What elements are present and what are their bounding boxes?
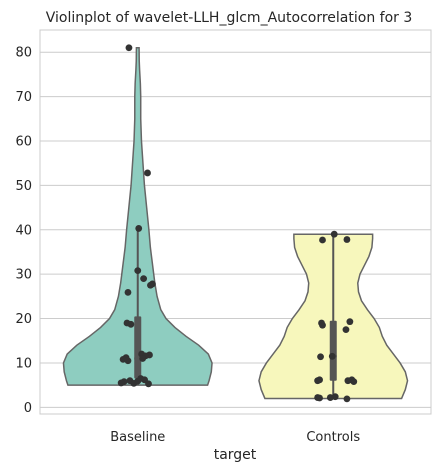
data-point (140, 275, 148, 283)
data-point (319, 236, 326, 244)
data-point (317, 353, 324, 361)
y-tick-label: 0 (24, 401, 32, 416)
data-point (342, 326, 350, 334)
y-tick-label: 60 (15, 134, 32, 149)
data-point (344, 377, 352, 385)
data-point (127, 320, 135, 328)
data-point (350, 378, 358, 385)
data-point (326, 394, 334, 401)
data-point (343, 395, 351, 403)
data-point (124, 357, 132, 365)
iqr-box (134, 316, 142, 379)
violin-body (62, 47, 213, 386)
y-tick-labels: 0 10 20 30 40 50 60 70 80 (15, 46, 32, 416)
y-tick-label: 70 (15, 90, 32, 105)
data-point (330, 230, 338, 238)
data-point (134, 267, 142, 275)
y-tick-label: 80 (15, 46, 32, 61)
x-tick-label: Baseline (110, 430, 165, 445)
y-tick-label: 30 (15, 268, 32, 283)
data-point (139, 355, 147, 362)
data-point (316, 376, 323, 384)
data-point (134, 377, 142, 385)
x-tick-label: Controls (306, 430, 360, 445)
data-point (147, 281, 154, 289)
data-point (125, 44, 133, 52)
data-point (316, 394, 323, 402)
chart-title: Violinplot of wavelet-LLH_glcm_Autocorre… (46, 10, 413, 26)
inner-boxes (134, 229, 337, 399)
x-axis-label: target (214, 447, 257, 463)
data-point (319, 321, 326, 329)
iqr-box (329, 320, 337, 381)
y-tick-label: 10 (15, 356, 32, 371)
data-point (135, 225, 143, 232)
data-point (144, 169, 151, 177)
data-point (346, 318, 354, 326)
data-point (328, 352, 336, 360)
x-tick-labels: Baseline Controls (110, 430, 360, 445)
data-point (343, 236, 351, 243)
y-tick-label: 50 (15, 179, 32, 194)
data-point (145, 380, 152, 388)
data-point (117, 379, 125, 387)
y-tick-label: 20 (15, 312, 32, 327)
y-tick-label: 40 (15, 223, 32, 238)
data-point (124, 288, 132, 296)
strip-points (117, 44, 358, 403)
